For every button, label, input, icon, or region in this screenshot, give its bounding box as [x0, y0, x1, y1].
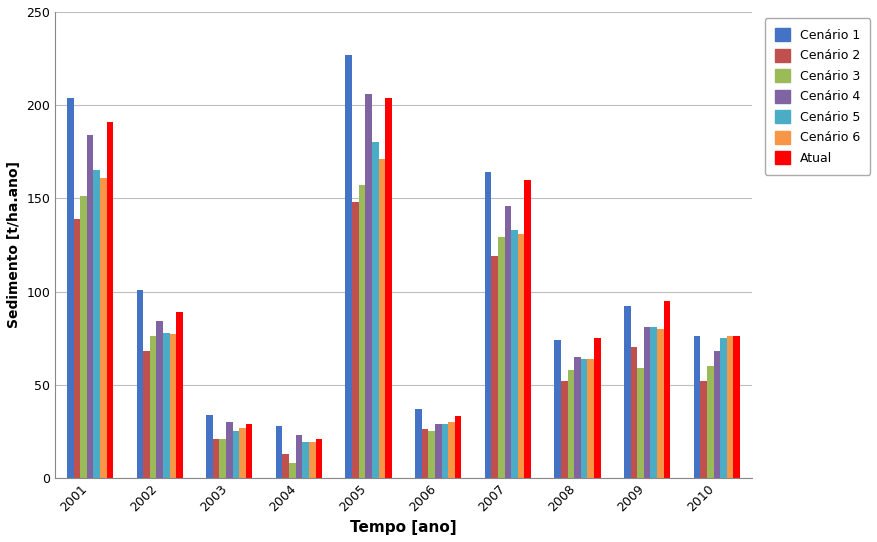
Bar [176, 312, 182, 478]
Bar [435, 424, 441, 478]
Bar [226, 422, 232, 478]
Bar [554, 340, 561, 478]
Bar [428, 431, 435, 478]
Bar [574, 357, 581, 478]
Bar [246, 424, 253, 478]
Bar [700, 381, 707, 478]
Bar [346, 55, 352, 478]
Bar [150, 336, 156, 478]
Bar [448, 422, 455, 478]
Bar [498, 237, 504, 478]
Bar [517, 234, 524, 478]
Bar [316, 439, 322, 478]
Bar [67, 98, 74, 478]
Bar [93, 170, 100, 478]
Y-axis label: Sedimento [t/ha.ano]: Sedimento [t/ha.ano] [7, 162, 21, 328]
Bar [100, 178, 107, 478]
Bar [352, 202, 359, 478]
Bar [296, 435, 303, 478]
Bar [239, 428, 246, 478]
Bar [422, 429, 428, 478]
Bar [359, 185, 366, 478]
Bar [567, 370, 574, 478]
Bar [455, 416, 461, 478]
Bar [485, 172, 491, 478]
Bar [366, 94, 372, 478]
Bar [581, 359, 588, 478]
Bar [372, 143, 379, 478]
Bar [74, 219, 80, 478]
Bar [309, 442, 316, 478]
Bar [80, 196, 87, 478]
Bar [733, 336, 740, 478]
Bar [213, 439, 219, 478]
X-axis label: Tempo [ano]: Tempo [ano] [350, 520, 457, 535]
Bar [511, 230, 517, 478]
Bar [707, 366, 714, 478]
Bar [588, 359, 594, 478]
Bar [657, 329, 664, 478]
Bar [694, 336, 700, 478]
Bar [219, 439, 226, 478]
Bar [87, 135, 93, 478]
Bar [232, 431, 239, 478]
Bar [638, 368, 644, 478]
Bar [727, 336, 733, 478]
Bar [561, 381, 567, 478]
Bar [415, 409, 422, 478]
Legend: Cenário 1, Cenário 2, Cenário 3, Cenário 4, Cenário 5, Cenário 6, Atual: Cenário 1, Cenário 2, Cenário 3, Cenário… [765, 18, 870, 175]
Bar [524, 180, 531, 478]
Bar [644, 327, 651, 478]
Bar [282, 454, 289, 478]
Bar [156, 321, 163, 478]
Bar [107, 122, 113, 478]
Bar [137, 289, 143, 478]
Bar [631, 347, 638, 478]
Bar [163, 333, 169, 478]
Bar [664, 301, 670, 478]
Bar [289, 463, 296, 478]
Bar [385, 98, 392, 478]
Bar [303, 442, 309, 478]
Bar [379, 159, 385, 478]
Bar [651, 327, 657, 478]
Bar [441, 424, 448, 478]
Bar [491, 256, 498, 478]
Bar [169, 334, 176, 478]
Bar [714, 351, 720, 478]
Bar [276, 425, 282, 478]
Bar [624, 306, 631, 478]
Bar [594, 338, 601, 478]
Bar [720, 338, 727, 478]
Bar [143, 351, 150, 478]
Bar [206, 415, 213, 478]
Bar [504, 206, 511, 478]
